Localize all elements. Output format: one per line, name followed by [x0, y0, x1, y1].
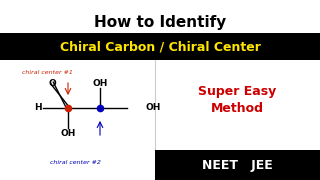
Bar	[0, 33, 320, 60]
Text: OH: OH	[92, 78, 108, 87]
Text: How to Identify: How to Identify	[94, 15, 226, 30]
Text: OH: OH	[145, 103, 160, 112]
Text: Super Easy
Method: Super Easy Method	[198, 84, 276, 116]
Text: OH: OH	[60, 129, 76, 138]
Text: H: H	[34, 103, 42, 112]
Text: chiral center #1: chiral center #1	[22, 69, 73, 75]
Bar	[155, 150, 320, 180]
Text: O: O	[48, 78, 56, 87]
Text: Chiral Carbon / Chiral Center: Chiral Carbon / Chiral Center	[60, 40, 260, 53]
Text: NEET   JEE: NEET JEE	[202, 159, 273, 172]
Text: chiral center #2: chiral center #2	[50, 159, 100, 165]
